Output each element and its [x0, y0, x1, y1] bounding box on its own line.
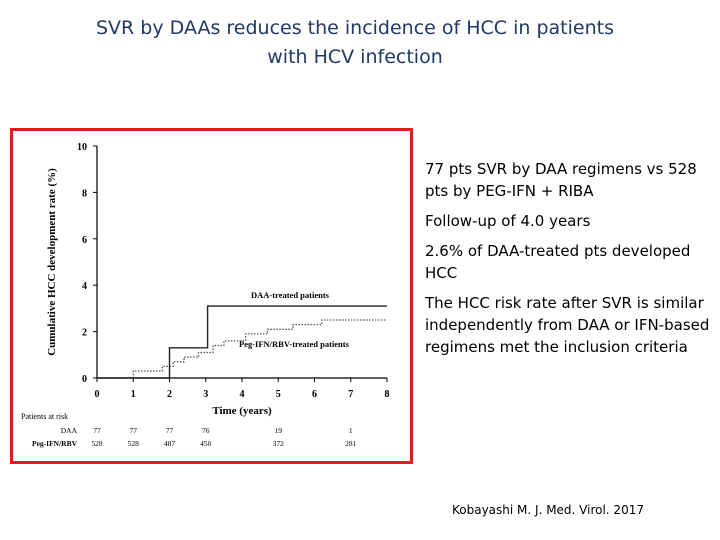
risk-table-cell: 528 — [128, 439, 140, 448]
slide-title: SVR by DAAs reduces the incidence of HCC… — [40, 14, 670, 72]
y-tick-label: 0 — [82, 374, 87, 385]
x-tick-label: 1 — [131, 389, 136, 400]
x-tick-label: 8 — [385, 389, 390, 400]
risk-table-cell: 487 — [164, 439, 176, 448]
risk-table-cell: 1 — [349, 426, 353, 435]
risk-table-cell: 372 — [273, 439, 285, 448]
x-tick-label: 0 — [95, 389, 100, 400]
citation: Kobayashi M. J. Med. Virol. 2017 — [452, 503, 644, 517]
risk-table-cell: 528 — [91, 439, 103, 448]
y-tick-label: 10 — [77, 142, 87, 153]
km-figure: 0 2 4 6 8 10 0 1 2 3 4 5 6 7 8 Time (years) Cumulative H… — [10, 128, 413, 464]
series-label-peg-ifn: Peg-IFN/RBV-treated patients — [239, 339, 350, 349]
x-tick-label: 3 — [203, 389, 208, 400]
risk-table-cell: 77 — [166, 426, 174, 435]
x-tick-label: 7 — [348, 389, 353, 400]
x-tick-label: 4 — [240, 389, 245, 400]
risk-table-row-label: Peg-IFN/RBV — [32, 439, 78, 448]
bullet-item: Follow-up of 4.0 years — [425, 212, 591, 230]
bullet-item: The HCC risk rate after SVR is similar i… — [425, 294, 710, 356]
y-tick-label: 6 — [82, 235, 87, 246]
x-tick-label: 6 — [312, 389, 317, 400]
series-line-peg-ifn — [97, 319, 387, 379]
y-tick-label: 4 — [82, 281, 87, 292]
bullet-item: 2.6% of DAA-treated pts developed HCC — [425, 242, 691, 282]
risk-table-cell: 450 — [200, 439, 212, 448]
series-label-daa: DAA-treated patients — [251, 290, 330, 300]
risk-table-cell: 77 — [93, 426, 101, 435]
risk-table-cell: 19 — [275, 426, 283, 435]
series-line-daa — [97, 305, 387, 379]
y-tick-label: 8 — [82, 188, 87, 199]
risk-table-cell: 77 — [130, 426, 138, 435]
risk-table-cell: 281 — [345, 439, 357, 448]
x-tick-label: 5 — [276, 389, 281, 400]
risk-table-cell: 76 — [202, 426, 210, 435]
slide-title-line-2: with HCV infection — [267, 46, 443, 68]
km-chart: 0 2 4 6 8 10 0 1 2 3 4 5 6 7 8 Time (years) Cumulative H… — [21, 142, 390, 448]
bullet-item: 77 pts SVR by DAA regimens vs 528 pts by… — [425, 160, 697, 200]
risk-table-header: Patients at risk — [21, 412, 68, 421]
slide-title-line-1: SVR by DAAs reduces the incidence of HCC… — [96, 17, 614, 39]
y-tick-label: 2 — [82, 328, 87, 339]
x-axis-title: Time (years) — [212, 405, 272, 417]
y-axis-title: Cumulative HCC development rate (%) — [46, 168, 58, 356]
bullet-list: 77 pts SVR by DAA regimens vs 528 pts by… — [425, 158, 717, 366]
risk-table-row-label: DAA — [61, 426, 78, 435]
x-tick-label: 2 — [167, 389, 172, 400]
